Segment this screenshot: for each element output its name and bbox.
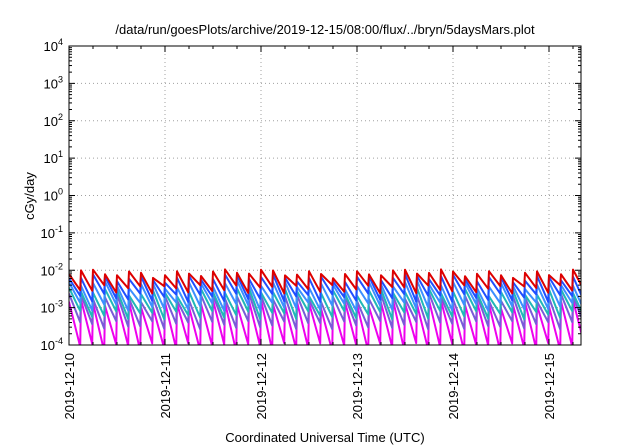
y-tick-label: 10-2 xyxy=(41,261,63,278)
series-line xyxy=(69,273,581,303)
y-tick-label: 104 xyxy=(44,37,63,54)
x-axis-label: Coordinated Universal Time (UTC) xyxy=(225,430,424,445)
x-tick-label: 2019-12-14 xyxy=(446,353,461,420)
y-tick-label: 100 xyxy=(44,187,63,204)
y-axis-label: cGy/day xyxy=(22,172,37,220)
y-tick-label: 102 xyxy=(44,112,63,129)
x-tick-label: 2019-12-10 xyxy=(62,353,77,420)
series-line xyxy=(69,268,581,295)
y-tick-label: 10-3 xyxy=(41,299,63,316)
x-tick-label: 2019-12-12 xyxy=(254,353,269,420)
x-tick-label: 2019-12-15 xyxy=(542,353,557,420)
y-tick-label: 101 xyxy=(44,149,63,166)
y-tick-labels: 10-4 10-3 10-2 10-1 100 101 102 103 104 xyxy=(41,37,63,353)
y-tick-label: 10-4 xyxy=(41,336,63,353)
x-tick-labels: 2019-12-10 2019-12-11 2019-12-12 2019-12-13… xyxy=(62,353,557,420)
series-group xyxy=(69,268,581,345)
chart-title: /data/run/goesPlots/archive/2019-12-15/0… xyxy=(115,22,535,37)
y-tick-label: 10-1 xyxy=(41,224,63,241)
x-tick-label: 2019-12-11 xyxy=(158,353,173,419)
axis-ticks xyxy=(68,45,581,346)
grid xyxy=(69,46,581,345)
y-tick-label: 103 xyxy=(44,74,63,91)
x-tick-label: 2019-12-13 xyxy=(350,353,365,420)
